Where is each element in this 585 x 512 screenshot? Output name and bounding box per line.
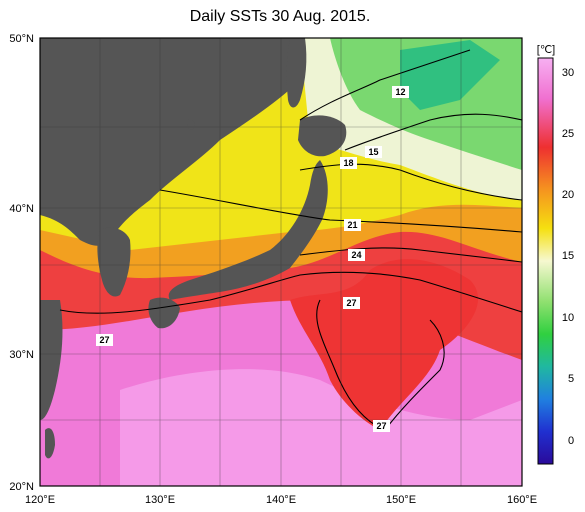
colorbar-scale [537,57,554,465]
lat-tick-label: 40°N [9,203,34,215]
contour-label-text: 15 [368,147,378,157]
lat-tick-label: 30°N [9,349,34,361]
colorbar-tick-label: 0 [568,435,574,447]
lat-axis: 50°N 40°N 30°N 20°N [9,33,34,493]
ocean-teal-region [400,40,500,110]
contour-label-text: 24 [351,250,361,260]
contour-label: 12 [392,86,409,98]
contour-12 [299,49,471,121]
contour-label: 27 [343,297,360,309]
contour-label: 18 [340,157,357,169]
land-hokkaido [298,115,347,157]
contour-15 [344,113,522,151]
colorbar-tick-label: 30 [562,67,574,79]
lon-tick-label: 120°E [25,494,55,506]
land-china-coast [40,300,63,420]
contour-label-group: 12 15 18 21 24 27 27 27 [96,86,409,432]
map-frame [39,37,523,487]
lon-tick-label: 160°E [507,494,537,506]
contour-label-text: 21 [347,220,357,230]
contour-27-north [59,271,522,314]
colorbar-tick-label: 25 [562,128,574,140]
contour-label: 27 [373,420,390,432]
contour-label-text: 27 [99,335,109,345]
colorbar-tick-label: 15 [562,250,574,262]
lon-tick-label: 140°E [266,494,296,506]
contour-label: 21 [344,219,361,231]
lat-tick-label: 50°N [9,33,34,45]
contour-lines [59,49,522,431]
ocean-light-pink-region [120,369,522,486]
colorbar: [℃] 30 25 20 15 10 5 0 [537,44,574,465]
contour-21 [159,189,522,233]
land-korea [97,227,131,297]
lon-tick-label: 130°E [145,494,175,506]
land-sakhalin [286,38,307,108]
lon-axis: 120°E 130°E 140°E 150°E 160°E [25,494,537,506]
lat-tick-label: 20°N [9,481,34,493]
ocean-warm-pool [290,259,479,430]
land-asia [40,38,300,246]
contour-label-text: 18 [343,158,353,168]
colorbar-tick-label: 20 [562,189,574,201]
contour-label: 15 [365,146,382,158]
contour-label-text: 27 [376,421,386,431]
contour-label: 27 [96,334,113,346]
contour-18 [299,163,522,201]
land-taiwan [45,428,55,459]
contour-label-text: 12 [395,87,405,97]
contour-label-text: 27 [346,298,356,308]
colorbar-unit: [℃] [537,44,555,56]
colorbar-tick-label: 5 [568,373,574,385]
contour-label: 24 [348,249,365,261]
colorbar-tick-label: 10 [562,312,574,324]
map-title: Daily SSTs 30 Aug. 2015. [189,8,371,25]
lon-tick-label: 150°E [386,494,416,506]
grid-lines [40,38,522,486]
land-kyushu [148,297,180,329]
contour-24 [299,247,522,263]
